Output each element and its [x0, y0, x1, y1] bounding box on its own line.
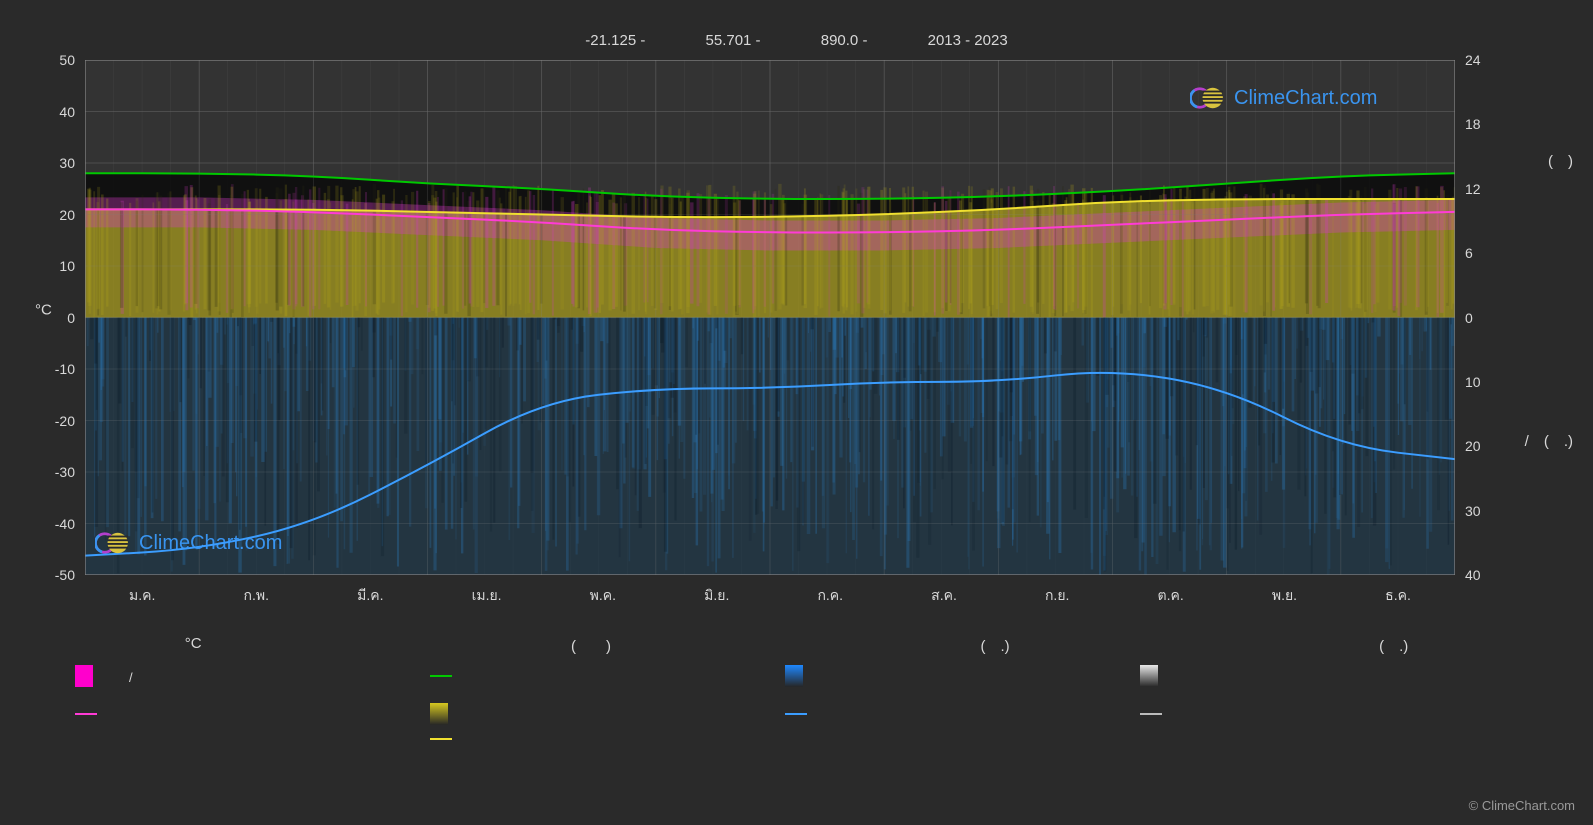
ytick-left: -40 — [35, 516, 75, 532]
climechart-logo-icon — [95, 530, 133, 556]
watermark: ClimeChart.com — [1190, 85, 1377, 111]
legend-row-3 — [75, 703, 1495, 725]
legend-group-headers: °C ( ) ( .) ( .) — [0, 635, 1593, 656]
x-month-label: ก.ย. — [1045, 585, 1069, 607]
ytick-left: 30 — [35, 155, 75, 171]
chart-header: -21.125 - 55.701 - 890.0 - 2013 - 2023 — [0, 32, 1593, 49]
elev-label: 890.0 - — [821, 32, 868, 49]
x-month-label: ส.ค. — [931, 585, 957, 607]
legend-item — [430, 665, 785, 687]
legend-item — [785, 703, 1140, 725]
legend-item — [75, 703, 430, 725]
legend-group-4: ( .) — [1379, 635, 1408, 656]
legend-item: / — [75, 665, 430, 687]
watermark-text: ClimeChart.com — [1234, 87, 1377, 110]
chart-svg — [85, 60, 1455, 575]
watermark-text: ClimeChart.com — [139, 532, 282, 555]
ytick-right-top: 6 — [1465, 245, 1473, 261]
ytick-left: 20 — [35, 207, 75, 223]
ytick-left: 40 — [35, 104, 75, 120]
x-month-label: เม.ย. — [472, 585, 502, 607]
ytick-left: -30 — [35, 464, 75, 480]
ytick-left: -20 — [35, 413, 75, 429]
x-month-label: ก.ค. — [817, 585, 843, 607]
legend-row-4 — [430, 738, 730, 740]
chart-plot — [85, 60, 1455, 575]
ytick-right-top: 12 — [1465, 181, 1481, 197]
ytick-right-top: 0 — [1465, 310, 1473, 326]
x-month-label: ก.พ. — [244, 585, 269, 607]
legend-swatch — [75, 713, 97, 715]
ytick-right-bottom: 10 — [1465, 374, 1481, 390]
x-month-label: ม.ค. — [129, 585, 155, 607]
x-month-label: มี.ค. — [357, 585, 383, 607]
years-label: 2013 - 2023 — [928, 32, 1008, 49]
watermark: ClimeChart.com — [95, 530, 282, 556]
ytick-left: -50 — [35, 567, 75, 583]
ytick-left: 0 — [35, 310, 75, 326]
climechart-logo-icon — [1190, 85, 1228, 111]
legend-swatch — [785, 665, 803, 687]
legend-swatch — [1140, 665, 1158, 687]
legend-swatch — [75, 665, 93, 687]
ytick-left: 50 — [35, 52, 75, 68]
legend-swatch — [430, 703, 448, 725]
x-month-label: พ.ค. — [590, 585, 616, 607]
ytick-right-bottom: 30 — [1465, 503, 1481, 519]
lat-label: -21.125 - — [585, 32, 645, 49]
y-axis-right-bottom-label: / ( .) — [1525, 430, 1573, 451]
legend-item — [1140, 703, 1495, 725]
legend-item — [430, 703, 785, 725]
legend-group-3: ( .) — [980, 635, 1009, 656]
lon-label: 55.701 - — [706, 32, 761, 49]
legend-swatch — [1140, 713, 1162, 715]
legend-item — [785, 665, 1140, 687]
ytick-right-bottom: 40 — [1465, 567, 1481, 583]
legend-label: / — [103, 667, 133, 686]
legend-swatch — [785, 713, 807, 715]
legend-swatch — [430, 738, 452, 740]
ytick-right-top: 24 — [1465, 52, 1481, 68]
ytick-left: -10 — [35, 361, 75, 377]
legend-row-2: / — [75, 665, 1495, 687]
ytick-right-bottom: 20 — [1465, 438, 1481, 454]
copyright: © ClimeChart.com — [1469, 798, 1575, 813]
legend-item — [430, 738, 730, 740]
x-axis-labels: ม.ค. ก.พ. มี.ค. เม.ย. พ.ค. มิ.ย. ก.ค. ส.ค. ก.ย. ต… — [85, 585, 1455, 607]
x-month-label: มิ.ย. — [704, 585, 729, 607]
legend-item — [1140, 665, 1495, 687]
x-month-label: พ.ย. — [1272, 585, 1297, 607]
y-axis-right-top-label: ( ) — [1548, 150, 1573, 171]
legend-group-2: ( ) — [571, 635, 611, 656]
x-month-label: ธ.ค. — [1385, 585, 1411, 607]
ytick-left: 10 — [35, 258, 75, 274]
ytick-right-top: 18 — [1465, 116, 1481, 132]
x-month-label: ต.ค. — [1158, 585, 1184, 607]
legend-group-1: °C — [185, 635, 202, 656]
legend-swatch — [430, 675, 452, 677]
